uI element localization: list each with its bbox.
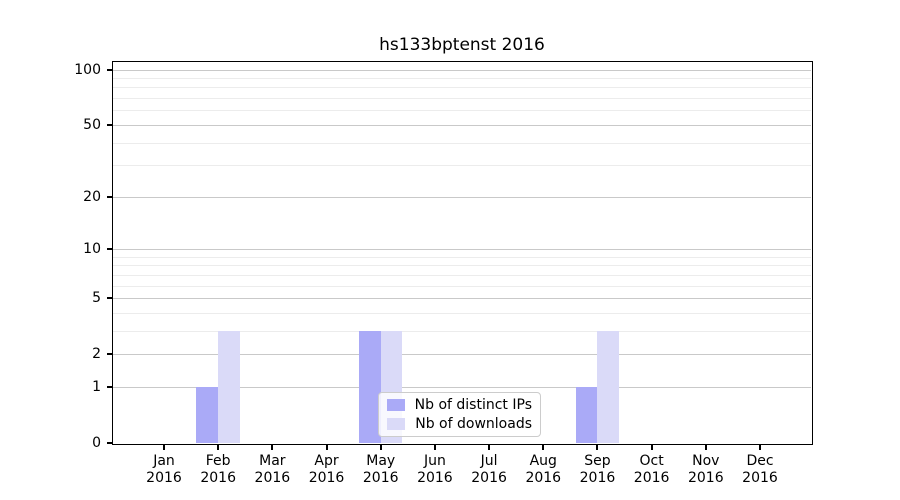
y-tick — [106, 442, 112, 444]
bar-distinct-ips-feb — [196, 386, 219, 443]
bar-downloads-sep — [597, 330, 620, 443]
y-gridline-minor — [113, 87, 811, 89]
y-gridline-major — [113, 196, 811, 198]
x-tick-label: Aug 2016 — [525, 453, 562, 486]
y-gridline-major — [113, 354, 811, 356]
legend-entry-distinct-ips: Nb of distinct IPs — [387, 397, 532, 413]
legend-label-downloads: Nb of downloads — [415, 415, 532, 432]
y-gridline-minor — [113, 265, 811, 267]
bar-distinct-ips-may — [359, 330, 381, 443]
legend-entry-downloads: Nb of downloads — [387, 416, 532, 432]
y-tick-label: 1 — [92, 378, 101, 395]
y-tick — [106, 297, 112, 300]
x-tick — [704, 444, 707, 450]
x-tick — [379, 444, 382, 450]
y-gridline-minor — [113, 98, 811, 100]
y-gridline-major — [113, 249, 811, 250]
x-tick — [217, 444, 220, 450]
legend: Nb of distinct IPs Nb of downloads — [378, 392, 541, 437]
y-gridline-major — [113, 124, 811, 126]
bar-downloads-feb — [218, 330, 240, 443]
y-gridline-minor — [113, 330, 811, 332]
x-tick — [759, 444, 761, 450]
x-tick — [596, 444, 599, 450]
y-gridline-minor — [113, 274, 811, 276]
y-gridline-minor — [113, 165, 811, 167]
bar-distinct-ips-sep — [575, 386, 598, 443]
y-gridline-minor — [113, 110, 811, 112]
plot-border — [111, 60, 813, 445]
x-tick — [433, 444, 436, 450]
y-tick-label: 20 — [83, 188, 101, 205]
x-tick — [325, 444, 328, 450]
x-tick-label: Nov 2016 — [687, 453, 724, 486]
x-tick-label: Sep 2016 — [579, 453, 616, 486]
y-gridline-minor — [113, 312, 811, 314]
x-tick-label: Jun 2016 — [417, 453, 453, 486]
legend-label-distinct-ips: Nb of distinct IPs — [414, 397, 532, 414]
y-tick — [106, 353, 112, 356]
y-gridline-major — [113, 298, 811, 300]
y-tick — [106, 68, 112, 71]
chart-title: hs133bptenst 2016 — [379, 35, 545, 55]
x-tick-label: Feb 2016 — [200, 453, 236, 486]
x-tick-label: Dec 2016 — [742, 453, 778, 486]
y-tick — [106, 248, 112, 250]
legend-swatch-distinct-ips — [387, 399, 405, 412]
y-tick-label: 100 — [74, 61, 101, 78]
y-gridline-minor — [113, 142, 811, 144]
y-tick — [106, 385, 112, 388]
x-tick-label: Jul 2016 — [471, 453, 507, 486]
y-gridline-minor — [113, 285, 811, 287]
x-tick — [542, 444, 545, 450]
x-tick — [163, 444, 165, 450]
y-tick-label: 2 — [92, 346, 101, 363]
x-tick-label: May 2016 — [362, 453, 399, 486]
y-gridline-minor — [113, 78, 811, 80]
x-tick — [271, 444, 274, 450]
x-tick-label: Oct 2016 — [633, 453, 670, 486]
x-tick-label: Mar 2016 — [254, 453, 291, 486]
x-tick — [488, 444, 491, 450]
x-tick-label: Jan 2016 — [146, 453, 182, 486]
y-tick-label: 50 — [83, 116, 101, 133]
y-tick-label: 0 — [92, 435, 101, 451]
x-tick-label: Apr 2016 — [308, 453, 345, 486]
y-tick-label: 10 — [83, 241, 101, 257]
y-tick — [106, 195, 112, 198]
y-tick — [106, 123, 112, 126]
legend-swatch-downloads — [387, 417, 406, 430]
y-tick-label: 5 — [92, 290, 101, 307]
y-gridline-major — [113, 69, 811, 71]
y-gridline-major — [113, 386, 811, 388]
x-tick — [650, 444, 653, 450]
y-gridline-minor — [113, 256, 811, 258]
